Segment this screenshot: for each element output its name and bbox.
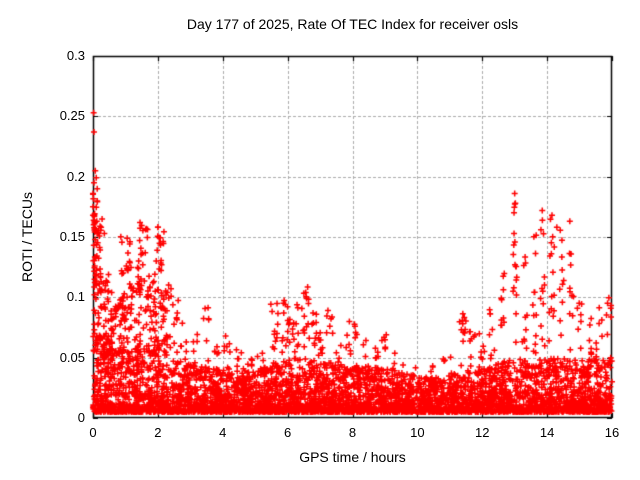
y-tick-label: 0 bbox=[77, 410, 85, 425]
x-tick-label: 4 bbox=[219, 425, 227, 440]
y-tick-label: 0.3 bbox=[66, 48, 85, 63]
x-tick-label: 2 bbox=[154, 425, 162, 440]
x-tick-label: 12 bbox=[475, 425, 490, 440]
x-tick-label: 0 bbox=[89, 425, 97, 440]
x-tick-label: 10 bbox=[410, 425, 425, 440]
x-axis-label: GPS time / hours bbox=[299, 449, 406, 465]
x-tick-label: 8 bbox=[348, 425, 357, 440]
x-tick-label: 14 bbox=[539, 425, 555, 440]
y-tick-label: 0.1 bbox=[66, 289, 85, 305]
chart-title: Day 177 of 2025, Rate Of TEC Index for r… bbox=[186, 16, 519, 32]
y-tick-label: 0.05 bbox=[59, 349, 85, 365]
x-tick-label: 6 bbox=[284, 425, 292, 440]
y-tick-label: 0.15 bbox=[59, 229, 85, 244]
y-tick-label: 0.25 bbox=[59, 108, 85, 124]
plot-area bbox=[89, 52, 616, 422]
y-tick-label: 0.2 bbox=[66, 168, 85, 184]
x-tick-label: 16 bbox=[604, 425, 620, 440]
